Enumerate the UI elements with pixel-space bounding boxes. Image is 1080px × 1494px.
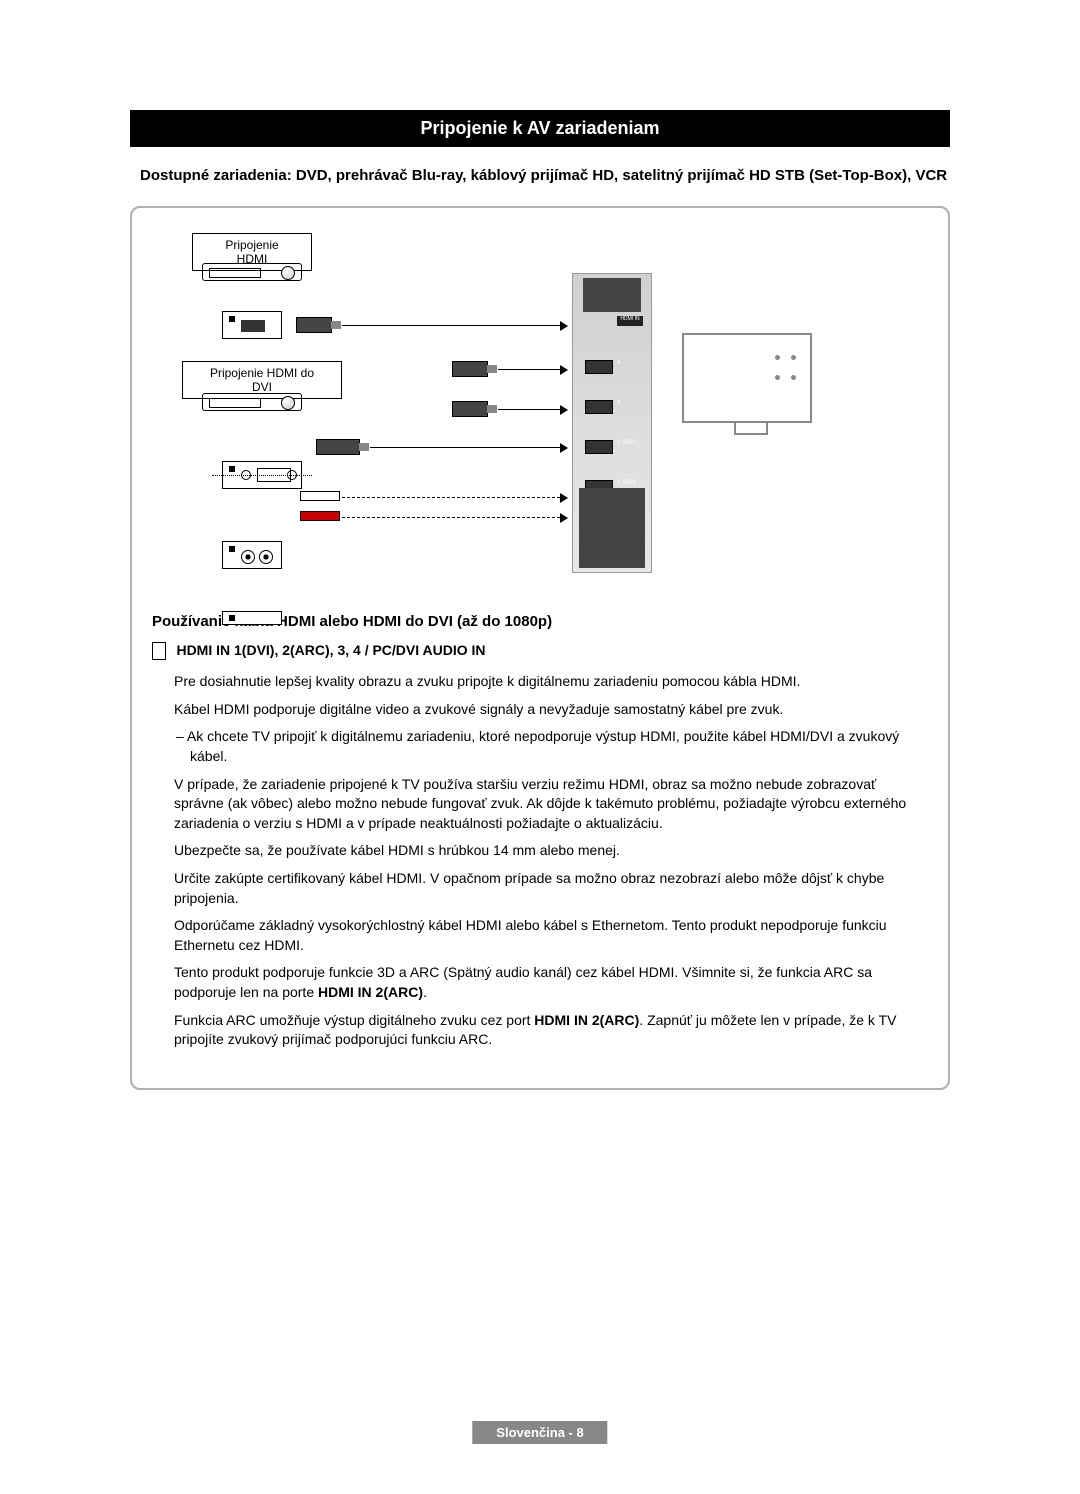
cable-to-port3: [498, 369, 560, 370]
hdmi-plug-2-icon: [452, 401, 488, 417]
p7-bold: HDMI IN 2(ARC): [318, 984, 423, 1000]
hdmi-port-2: [585, 440, 613, 454]
panel-optical-block: [583, 278, 641, 312]
audio-cable-red: [342, 517, 560, 518]
dvi-source-device: [202, 393, 302, 411]
hdmi-port-1-label: 1 (DVI): [617, 480, 636, 486]
audio-plug-white: [300, 491, 340, 501]
audio-plug-red: [300, 511, 340, 521]
paragraph-6: Odporúčame základný vysokorýchlostný káb…: [152, 916, 928, 955]
paragraph-3: V prípade, že zariadenie pripojené k TV …: [152, 775, 928, 834]
tv-rear-panel: HDMI IN 4 3 2 (ARC) 1 (DVI): [572, 273, 652, 573]
section-header: Pripojenie k AV zariadeniam: [130, 110, 950, 147]
port-specification: HDMI IN 1(DVI), 2(ARC), 3, 4 / PC/DVI AU…: [176, 642, 485, 658]
paragraph-5: Určite zakúpte certifikovaný kábel HDMI.…: [152, 869, 928, 908]
hdmi-port-4: [585, 360, 613, 374]
paragraph-8: Funkcia ARC umožňuje výstup digitálneho …: [152, 1011, 928, 1050]
hdmi-source-device: [202, 263, 302, 281]
tv-monitor-icon: [682, 333, 812, 423]
cable-to-port2: [498, 409, 560, 410]
hdmi-port-4-label: 4: [617, 360, 620, 366]
p7-text-a: Tento produkt podporuje funkcie 3D a ARC…: [174, 964, 872, 1000]
panel-other-ports: [579, 488, 645, 568]
checkbox-icon: [152, 642, 166, 660]
hdmi-source-rear: [222, 311, 282, 339]
dvi-cable-line: [370, 447, 560, 448]
audio-extra-box: [222, 611, 282, 625]
paragraph-1: Pre dosiahnutie lepšej kvality obrazu a …: [152, 672, 928, 692]
hdmi-plug-3-icon: [452, 361, 488, 377]
page-footer: Slovenčina - 8: [472, 1421, 607, 1444]
paragraph-4: Ubezpečte sa, že používate kábel HDMI s …: [152, 841, 928, 861]
hdmi-port-3-label: 3: [617, 400, 620, 406]
audio-source-rear: [222, 541, 282, 569]
dvi-plug-icon: [316, 439, 360, 455]
hdmi-plug-icon: [296, 317, 332, 333]
divider-line: [212, 475, 312, 476]
paragraph-7: Tento produkt podporuje funkcie 3D a ARC…: [152, 963, 928, 1002]
hdmi-port-3: [585, 400, 613, 414]
panel-hdmi-header: HDMI IN: [617, 316, 643, 326]
p8-text-a: Funkcia ARC umožňuje výstup digitálneho …: [174, 1012, 534, 1028]
p7-text-c: .: [423, 984, 427, 1000]
device-subtitle: Dostupné zariadenia: DVD, prehrávač Blu-…: [130, 165, 950, 186]
connection-diagram: Pripojenie HDMI Pripojenie HDMI do DVI: [152, 233, 928, 603]
paragraph-2: Kábel HDMI podporuje digitálne video a z…: [152, 700, 928, 720]
p8-bold: HDMI IN 2(ARC): [534, 1012, 639, 1028]
diagram-container: Pripojenie HDMI Pripojenie HDMI do DVI: [130, 206, 950, 1090]
hdmi-port-2-label: 2 (ARC): [617, 440, 639, 446]
paragraph-2-sub: – Ak chcete TV pripojiť k digitálnemu za…: [152, 727, 928, 766]
audio-cable-white: [342, 497, 560, 498]
hdmi-cable-line: [342, 325, 560, 326]
